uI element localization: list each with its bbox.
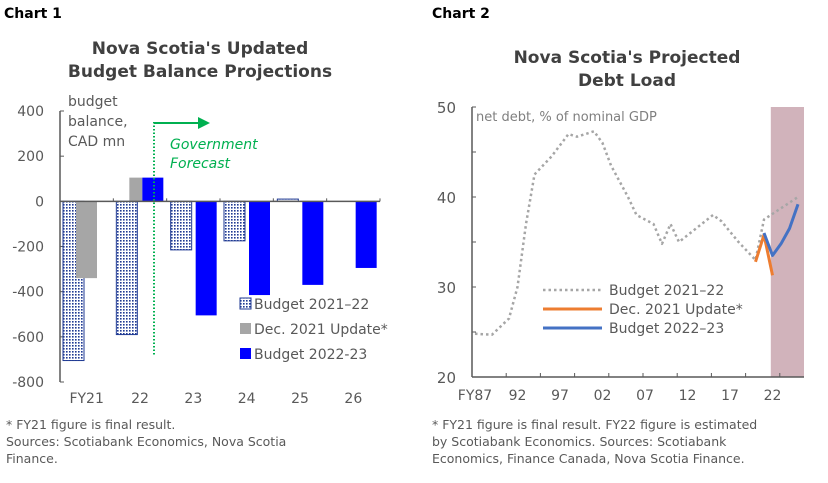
chart2-footnote: * FY21 figure is final result. FY22 figu… — [432, 416, 757, 467]
x-tick-label: FY87 — [458, 388, 492, 404]
chart1-footnote: * FY21 figure is final result. Sources: … — [6, 416, 286, 467]
chart1-title-line1: Nova Scotia's Updated — [91, 39, 309, 59]
bar-dec-2021-update- — [129, 177, 143, 202]
series-line-dec-2021-update- — [754, 233, 774, 276]
legend-label: Budget 2021–22 — [254, 297, 369, 313]
x-tick-label: 02 — [594, 388, 612, 404]
bar-budget-2022-23 — [302, 201, 324, 285]
x-tick-label: 97 — [551, 388, 569, 404]
annotation-line2: Forecast — [170, 156, 231, 172]
x-tick-label: 25 — [291, 391, 309, 407]
bar-budget-2022-23 — [355, 201, 377, 268]
bar-budget-2021-22 — [223, 200, 246, 242]
y-axis-label: net debt, % of nominal GDP — [476, 110, 657, 125]
chart1-title-line2: Budget Balance Projections — [67, 62, 333, 82]
y-tick-label: 50 — [437, 99, 456, 117]
chart2-title-line1: Nova Scotia's Projected — [513, 48, 741, 68]
y-tick-label: 0 — [35, 194, 44, 210]
chart2-footnote-line1: * FY21 figure is final result. FY22 figu… — [432, 417, 758, 432]
chart2-title-line2: Debt Load — [577, 71, 676, 91]
chart1-footnote-line2: Sources: Scotiabank Economics, Nova Scot… — [6, 434, 287, 449]
chart2-footnote-line2: by Scotiabank Economics. Sources: Scotia… — [432, 434, 727, 449]
y-tick-label: -400 — [12, 285, 44, 301]
legend-label: Budget 2022–23 — [609, 321, 724, 337]
y-axis-label: balance, — [68, 114, 128, 130]
chart2-footnote-line3: Economics, Finance Canada, Nova Scotia F… — [432, 451, 745, 466]
arrow-head-icon — [198, 117, 210, 129]
legend-swatch — [240, 348, 251, 359]
annotation-line1: Government — [170, 137, 258, 153]
y-tick-label: -600 — [12, 330, 44, 346]
x-tick-label: 26 — [344, 391, 362, 407]
forecast-shaded-region — [770, 107, 804, 377]
chart1-footnote-line3: Finance. — [6, 451, 58, 466]
x-tick-label: 22 — [764, 388, 782, 404]
legend-swatch — [239, 297, 252, 310]
legend-label: Dec. 2021 Update* — [254, 322, 388, 338]
legend-swatch — [240, 323, 251, 334]
x-tick-label: 24 — [238, 391, 256, 407]
y-tick-label: -200 — [12, 240, 44, 256]
x-tick-label: 92 — [509, 388, 527, 404]
y-tick-label: 40 — [437, 189, 456, 207]
y-tick-label: 30 — [437, 279, 456, 297]
y-axis-label: CAD mn — [68, 134, 125, 150]
y-tick-label: -800 — [12, 375, 44, 391]
chart1-footnote-line1: * FY21 figure is final result. — [6, 417, 176, 432]
series-line-budget-2022-23 — [762, 203, 800, 257]
legend-label: Budget 2021–22 — [609, 283, 724, 299]
y-axis-label: budget — [68, 94, 118, 110]
x-tick-label: 23 — [184, 391, 202, 407]
x-tick-label: 12 — [679, 388, 697, 404]
chart1-title: Nova Scotia's Updated Budget Balance Pro… — [0, 38, 400, 84]
bar-budget-2021-22 — [170, 200, 193, 251]
x-tick-label: 17 — [721, 388, 739, 404]
x-tick-label: 22 — [131, 391, 149, 407]
bar-budget-2022-23 — [249, 201, 270, 296]
bar-budget-2022-23 — [142, 177, 164, 202]
y-tick-label: 400 — [17, 104, 44, 120]
legend-label: Dec. 2021 Update* — [609, 302, 743, 318]
bar-budget-2022-23 — [195, 201, 217, 316]
chart2-title: Nova Scotia's Projected Debt Load — [427, 47, 827, 93]
y-tick-label: 200 — [17, 149, 44, 165]
bar-budget-2021-22 — [115, 200, 138, 336]
x-tick-label: FY21 — [69, 391, 103, 407]
series-line-budget-2021-22 — [474, 130, 799, 336]
legend-label: Budget 2022-23 — [254, 347, 367, 363]
y-tick-label: 20 — [437, 369, 456, 387]
x-tick-label: 07 — [636, 388, 654, 404]
chart2-label: Chart 2 — [432, 6, 490, 22]
chart1-label: Chart 1 — [4, 6, 62, 22]
bar-dec-2021-update- — [76, 201, 97, 279]
